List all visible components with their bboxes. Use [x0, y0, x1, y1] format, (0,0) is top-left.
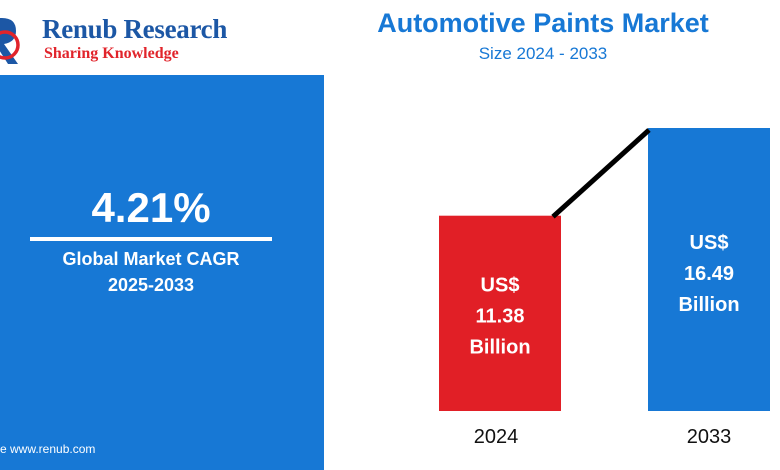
growth-connector-line: [551, 128, 651, 219]
bar-data-label: 11.38: [476, 305, 525, 327]
x-tick-label: 2024: [474, 426, 519, 448]
x-tick-label: 2033: [687, 426, 732, 448]
source-note: rce www.renub.com: [0, 442, 96, 456]
brand-logo: Renub Research Sharing Knowledge: [0, 12, 250, 68]
bar-data-label: US$: [690, 232, 729, 254]
cagr-period: 2025-2033: [107, 275, 195, 295]
chart-title: Automotive Paints Market: [377, 8, 709, 38]
renub-logo-icon: [0, 18, 20, 64]
chart-subtitle: Size 2024 - 2033: [478, 44, 608, 63]
bar-2033: [648, 128, 770, 411]
bar-data-label: US$: [481, 274, 520, 296]
bar-data-label: Billion: [678, 294, 739, 316]
cagr-label: Global Market CAGR: [62, 249, 240, 269]
cagr-divider: [30, 237, 272, 241]
cagr-value: 4.21%: [91, 184, 211, 231]
bar-data-label: 16.49: [684, 263, 734, 285]
brand-tagline: Sharing Knowledge: [44, 45, 179, 62]
bar-2024: [439, 215, 561, 411]
bar-data-label: Billion: [469, 336, 530, 358]
cagr-panel: 4.21% Global Market CAGR 2025-2033 rce w…: [0, 75, 324, 470]
brand-name: Renub Research: [42, 14, 228, 44]
